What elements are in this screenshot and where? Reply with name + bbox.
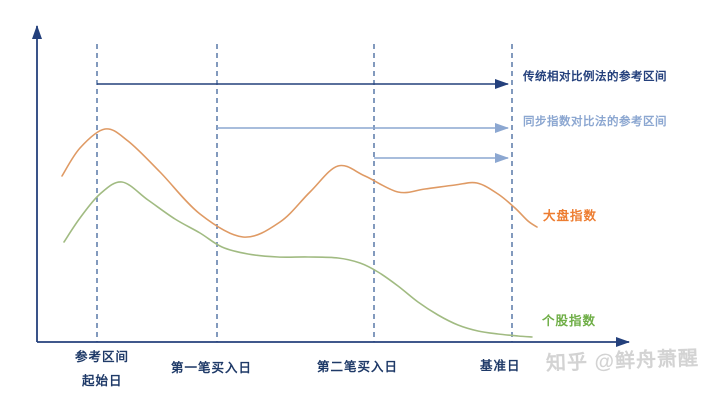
xaxis-label-reference-interval: 参考区间: [75, 350, 130, 364]
stock-index-curve: [63, 181, 533, 338]
xaxis-label-base-date: 基准日: [480, 359, 521, 373]
annotation-traditional-ratio-method: 传统相对比例法的参考区间: [523, 71, 667, 83]
market-index-curve: [61, 128, 538, 238]
series-label-market-index: 大盘指数: [543, 209, 598, 223]
series-label-stock-index: 个股指数: [542, 314, 597, 328]
annotation-synchronized-index-method: 同步指数对比法的参考区间: [523, 116, 667, 128]
xaxis-label-start-date: 起始日: [82, 374, 123, 388]
xaxis-label-second-buy-date: 第二笔买入日: [317, 360, 399, 374]
xaxis-label-first-buy-date: 第一笔买入日: [171, 361, 253, 375]
